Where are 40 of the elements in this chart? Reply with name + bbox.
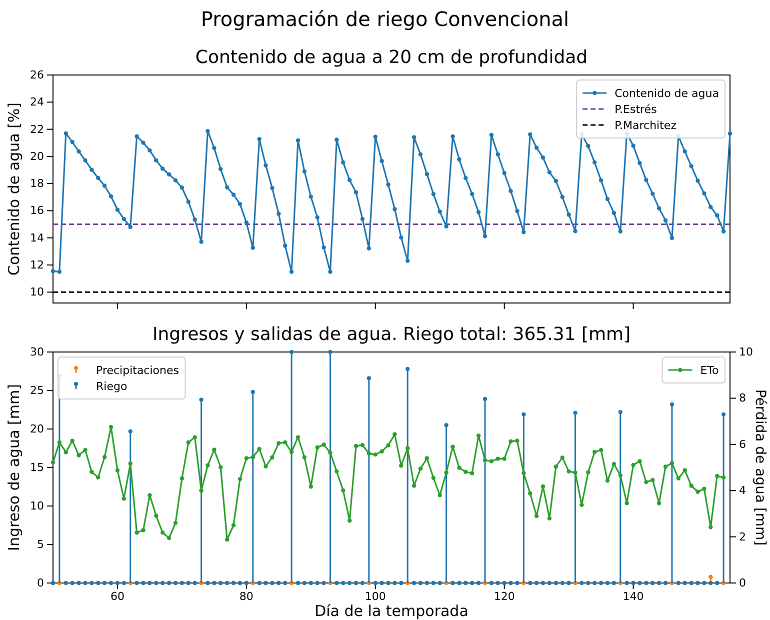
legend-label: Riego [96, 380, 128, 393]
y-tick-label: 15 [30, 461, 44, 474]
chart-title: Ingresos y salidas de agua. Riego total: 365.31 [mm] [152, 324, 631, 345]
legend-label: P.Marchitez [614, 119, 677, 132]
y-tick-label: 22 [30, 122, 44, 136]
y-tick-label: 25 [30, 384, 44, 398]
y-tick-label: 20 [30, 422, 44, 436]
y-tick-label: 12 [30, 258, 44, 272]
y2-tick-label: 10 [739, 346, 753, 359]
y2-tick-label: 8 [739, 392, 746, 405]
y2-tick-label: 0 [739, 576, 746, 590]
legend-label: Precipitaciones [96, 364, 180, 377]
y2-tick-label: 2 [739, 530, 746, 544]
legend-label: Contenido de agua [614, 87, 719, 100]
x-tick-label: 120 [494, 590, 515, 603]
y-axis-title: Ingreso de agua [mm] [5, 384, 23, 551]
x-tick-label: 60 [110, 590, 124, 603]
y2-axis-title: Pérdida de agua [mm] [752, 389, 768, 546]
y2-tick-label: 4 [739, 484, 746, 498]
legend-label: P.Estrés [614, 103, 658, 116]
y-tick-label: 20 [30, 150, 44, 163]
y-tick-label: 30 [30, 346, 44, 359]
y-tick-label: 24 [30, 96, 44, 109]
x-tick-label: 80 [239, 590, 254, 603]
chart-subtitle: Contenido de agua a 20 cm de profundidad [195, 47, 588, 68]
y-tick-label: 5 [37, 538, 44, 552]
y2-tick-label: 6 [739, 438, 746, 451]
x-tick-label: 140 [622, 590, 644, 603]
y-axis-title: Contenido de agua [%] [5, 102, 23, 276]
y-tick-label: 10 [30, 286, 44, 299]
x-axis-title: Día de la temporada [314, 602, 468, 620]
x-tick-label: 100 [364, 590, 386, 603]
y-tick-label: 10 [30, 500, 44, 513]
y-tick-label: 26 [30, 68, 44, 82]
y-tick-label: 16 [30, 204, 44, 218]
y-tick-label: 18 [30, 177, 44, 190]
y-tick-label: 0 [37, 576, 44, 590]
legend-label: ETo [700, 364, 719, 377]
chart-title: Programación de riego Convencional [200, 7, 570, 31]
y-tick-label: 14 [30, 231, 44, 244]
